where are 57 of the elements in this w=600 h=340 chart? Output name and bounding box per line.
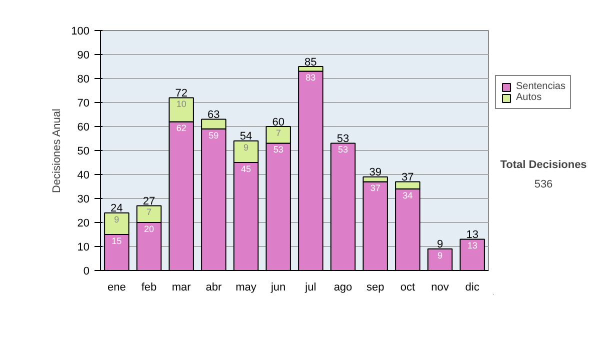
total-label: 60 bbox=[272, 116, 284, 128]
y-tick-label: 80 bbox=[77, 74, 90, 86]
x-tick-label: dic bbox=[465, 282, 480, 294]
x-tick-label: abr bbox=[206, 282, 222, 294]
total-label: 72 bbox=[175, 88, 188, 100]
total-label: 27 bbox=[142, 196, 156, 208]
data-label: 9 bbox=[243, 142, 249, 152]
data-label: 9 bbox=[437, 250, 443, 260]
total-label: 53 bbox=[336, 133, 350, 146]
data-label: 34 bbox=[402, 190, 413, 200]
total-label: 39 bbox=[369, 166, 382, 179]
y-tick-label: 30 bbox=[77, 194, 90, 206]
data-label: 7 bbox=[146, 207, 152, 218]
text: 536 bbox=[534, 178, 553, 190]
data-label: 37 bbox=[370, 183, 380, 194]
total-label: 54 bbox=[240, 130, 252, 143]
x-tick-label: mar bbox=[172, 282, 192, 294]
total-label: 85 bbox=[304, 56, 317, 68]
data-label: 9 bbox=[114, 214, 120, 224]
x-tick-label: ene bbox=[107, 282, 126, 294]
legend-label: Sentencias bbox=[516, 81, 566, 92]
y-axis-title: Decisiones Anual bbox=[51, 108, 64, 193]
x-tick-label: feb bbox=[141, 282, 157, 294]
x-tick-label: sep bbox=[366, 282, 384, 294]
x-tick-label: jun bbox=[270, 282, 286, 294]
data-label: 15 bbox=[112, 236, 122, 246]
y-tick-label: 40 bbox=[77, 170, 90, 182]
data-label: 62 bbox=[176, 123, 186, 134]
y-tick-label: 60 bbox=[77, 122, 90, 134]
legend-label: Autos bbox=[516, 92, 542, 103]
total-label: 9 bbox=[436, 238, 444, 251]
total-label: 63 bbox=[208, 109, 220, 122]
text: Total Decisiones bbox=[500, 158, 587, 171]
y-tick-label: 90 bbox=[77, 50, 90, 62]
x-tick-label: nov bbox=[431, 282, 450, 294]
data-label: 83 bbox=[306, 72, 316, 83]
y-tick-label: 50 bbox=[77, 146, 90, 158]
data-label: 20 bbox=[144, 224, 154, 234]
data-label: 59 bbox=[208, 130, 219, 140]
x-tick-label: may bbox=[236, 282, 257, 294]
x-tick-label: jul bbox=[304, 282, 316, 294]
y-tick-label: 70 bbox=[77, 98, 90, 110]
data-label: 53 bbox=[338, 144, 348, 155]
y-tick-label: 10 bbox=[77, 242, 90, 254]
data-label: 45 bbox=[240, 164, 252, 174]
data-label: 13 bbox=[467, 240, 478, 251]
x-tick-label: ago bbox=[334, 282, 352, 294]
total-label: 37 bbox=[402, 172, 414, 184]
data-label: 10 bbox=[176, 99, 186, 110]
y-tick-label: 0 bbox=[83, 266, 90, 278]
x-tick-label: oct bbox=[400, 282, 416, 294]
data-label: 53 bbox=[273, 144, 284, 155]
total-label: 24 bbox=[110, 202, 123, 215]
total-label: 13 bbox=[466, 229, 478, 242]
y-tick-label: 100 bbox=[71, 26, 90, 38]
y-tick-label: 20 bbox=[77, 218, 90, 230]
data-label: 7 bbox=[276, 128, 281, 138]
